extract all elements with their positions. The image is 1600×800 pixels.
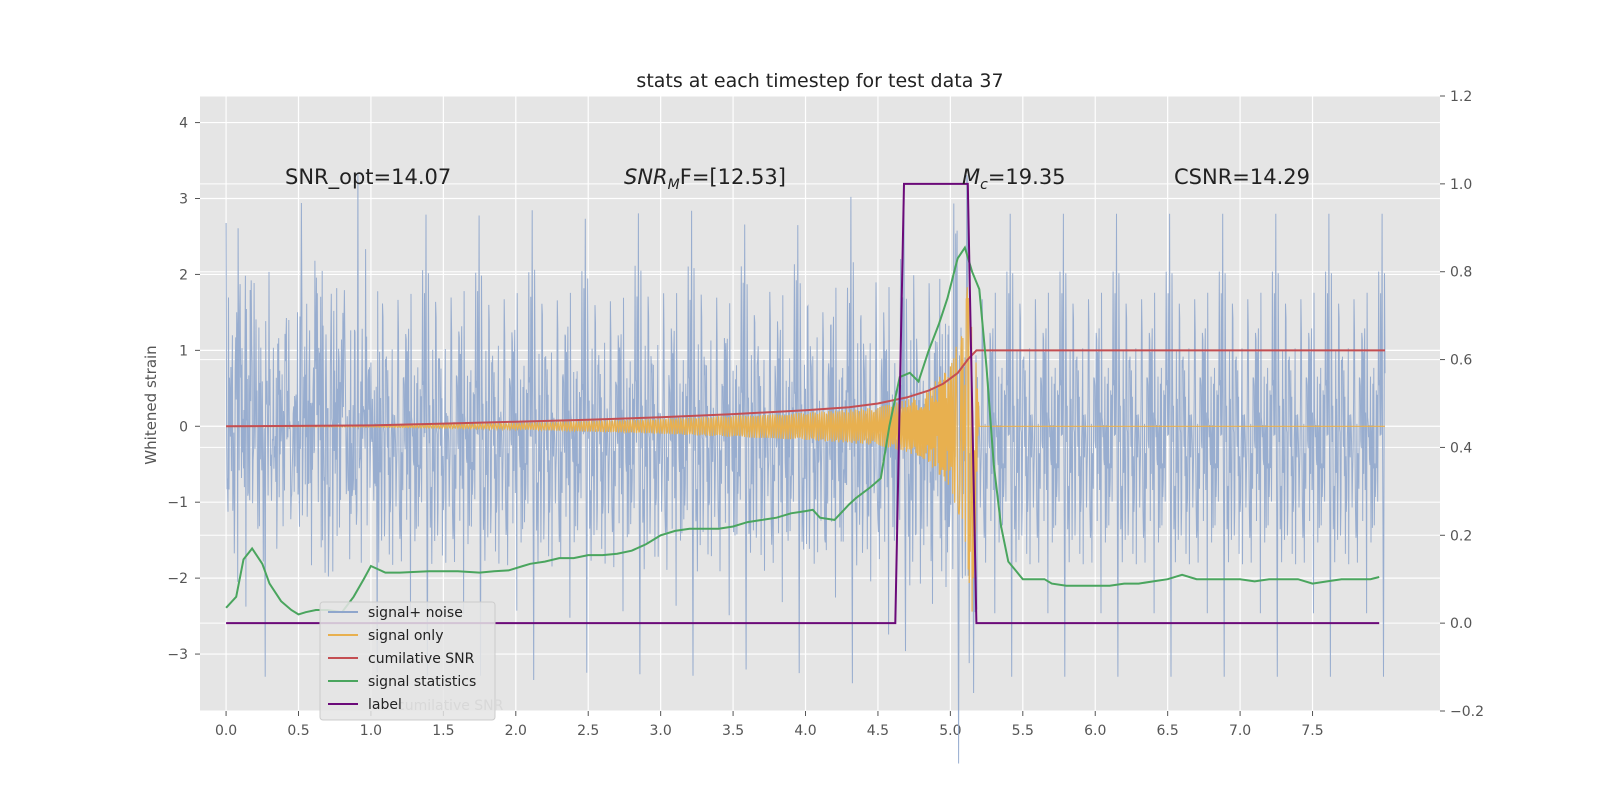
x-tick-label: 2.5 <box>577 723 599 739</box>
annotation-snr-opt: SNR_opt=14.07 <box>285 165 451 190</box>
y-axis-label: Whitened strain <box>142 345 160 464</box>
y2-tick-label: 0.8 <box>1450 265 1472 281</box>
x-tick-label: 0.5 <box>287 723 309 739</box>
legend-entry-label: cumilative SNR <box>368 651 475 667</box>
x-tick-label: 7.0 <box>1229 723 1251 739</box>
x-tick-label: 0.0 <box>215 723 237 739</box>
x-tick-label: 4.0 <box>794 723 816 739</box>
axis-ticks: 0.0 0.5 1.0 1.5 2.0 2.5 3.0 3.5 4.0 4.5 5.0 5.5 6.0 6… <box>167 89 1484 739</box>
y-tick-label: 1 <box>179 343 188 359</box>
annotation-snr-mf: SNRMF=[12.53] <box>624 165 786 193</box>
annotation-mc-symbol: M <box>962 165 980 189</box>
y-tick-label: −2 <box>167 571 188 587</box>
legend-box <box>319 601 496 721</box>
legend-entry-label: signal statistics <box>368 674 476 690</box>
y2-tick-label: 1.2 <box>1450 89 1472 105</box>
y2-tick-label: 0.6 <box>1450 353 1472 369</box>
annotation-snr-mf-value: F=[12.53] <box>680 165 786 189</box>
annotation-snr-mf-symbol: SNR <box>624 165 668 189</box>
y-tick-label: 4 <box>179 116 188 132</box>
y-tick-label: −1 <box>167 495 188 511</box>
series-layer <box>225 173 1386 764</box>
series-label <box>226 182 1380 625</box>
legend-entry-label: signal only <box>368 628 443 644</box>
y2-tick-label: 1.0 <box>1450 177 1472 193</box>
y-tick-label: 2 <box>179 267 188 283</box>
x-tick-label: 1.5 <box>432 723 454 739</box>
y2-tick-label: −0.2 <box>1450 704 1484 720</box>
legend-entry-label: signal+ noise <box>368 605 463 621</box>
x-tick-label: 5.5 <box>1012 723 1034 739</box>
y2-tick-label: 0.2 <box>1450 528 1472 544</box>
legend-entry-label: label <box>368 697 402 713</box>
y-tick-label: 3 <box>179 192 188 208</box>
series-signal-statistics <box>225 245 1380 616</box>
y2-tick-label: 0.4 <box>1450 440 1472 456</box>
x-tick-label: 7.5 <box>1301 723 1323 739</box>
annotation-csnr: CSNR=14.29 <box>1174 165 1310 189</box>
chart-title: stats at each timestep for test data 37 <box>636 70 1003 92</box>
x-tick-label: 3.5 <box>722 723 744 739</box>
y-tick-label: −3 <box>167 647 188 663</box>
annotation-mc-subscript: c <box>980 177 988 193</box>
x-tick-label: 2.0 <box>505 723 527 739</box>
x-tick-label: 6.5 <box>1157 723 1179 739</box>
x-tick-label: 5.0 <box>939 723 961 739</box>
series-signal-only <box>225 287 1385 612</box>
y-tick-label: 0 <box>179 419 188 435</box>
annotation-snr-mf-subscript: M <box>668 177 680 193</box>
legend-ghost-text: cumilative SNR <box>397 698 504 714</box>
series-cumulative-snr <box>226 349 1385 428</box>
y2-tick-label: 0.0 <box>1450 616 1472 632</box>
legend: cumilative SNR signal+ noise signal only c… <box>319 601 504 721</box>
annotation-mc-value: =19.35 <box>988 165 1066 189</box>
annotation-mc: Mc=19.35 <box>962 165 1066 193</box>
x-tick-label: 4.5 <box>867 723 889 739</box>
x-tick-label: 1.0 <box>360 723 382 739</box>
x-tick-label: 6.0 <box>1084 723 1106 739</box>
x-tick-label: 3.0 <box>650 723 672 739</box>
